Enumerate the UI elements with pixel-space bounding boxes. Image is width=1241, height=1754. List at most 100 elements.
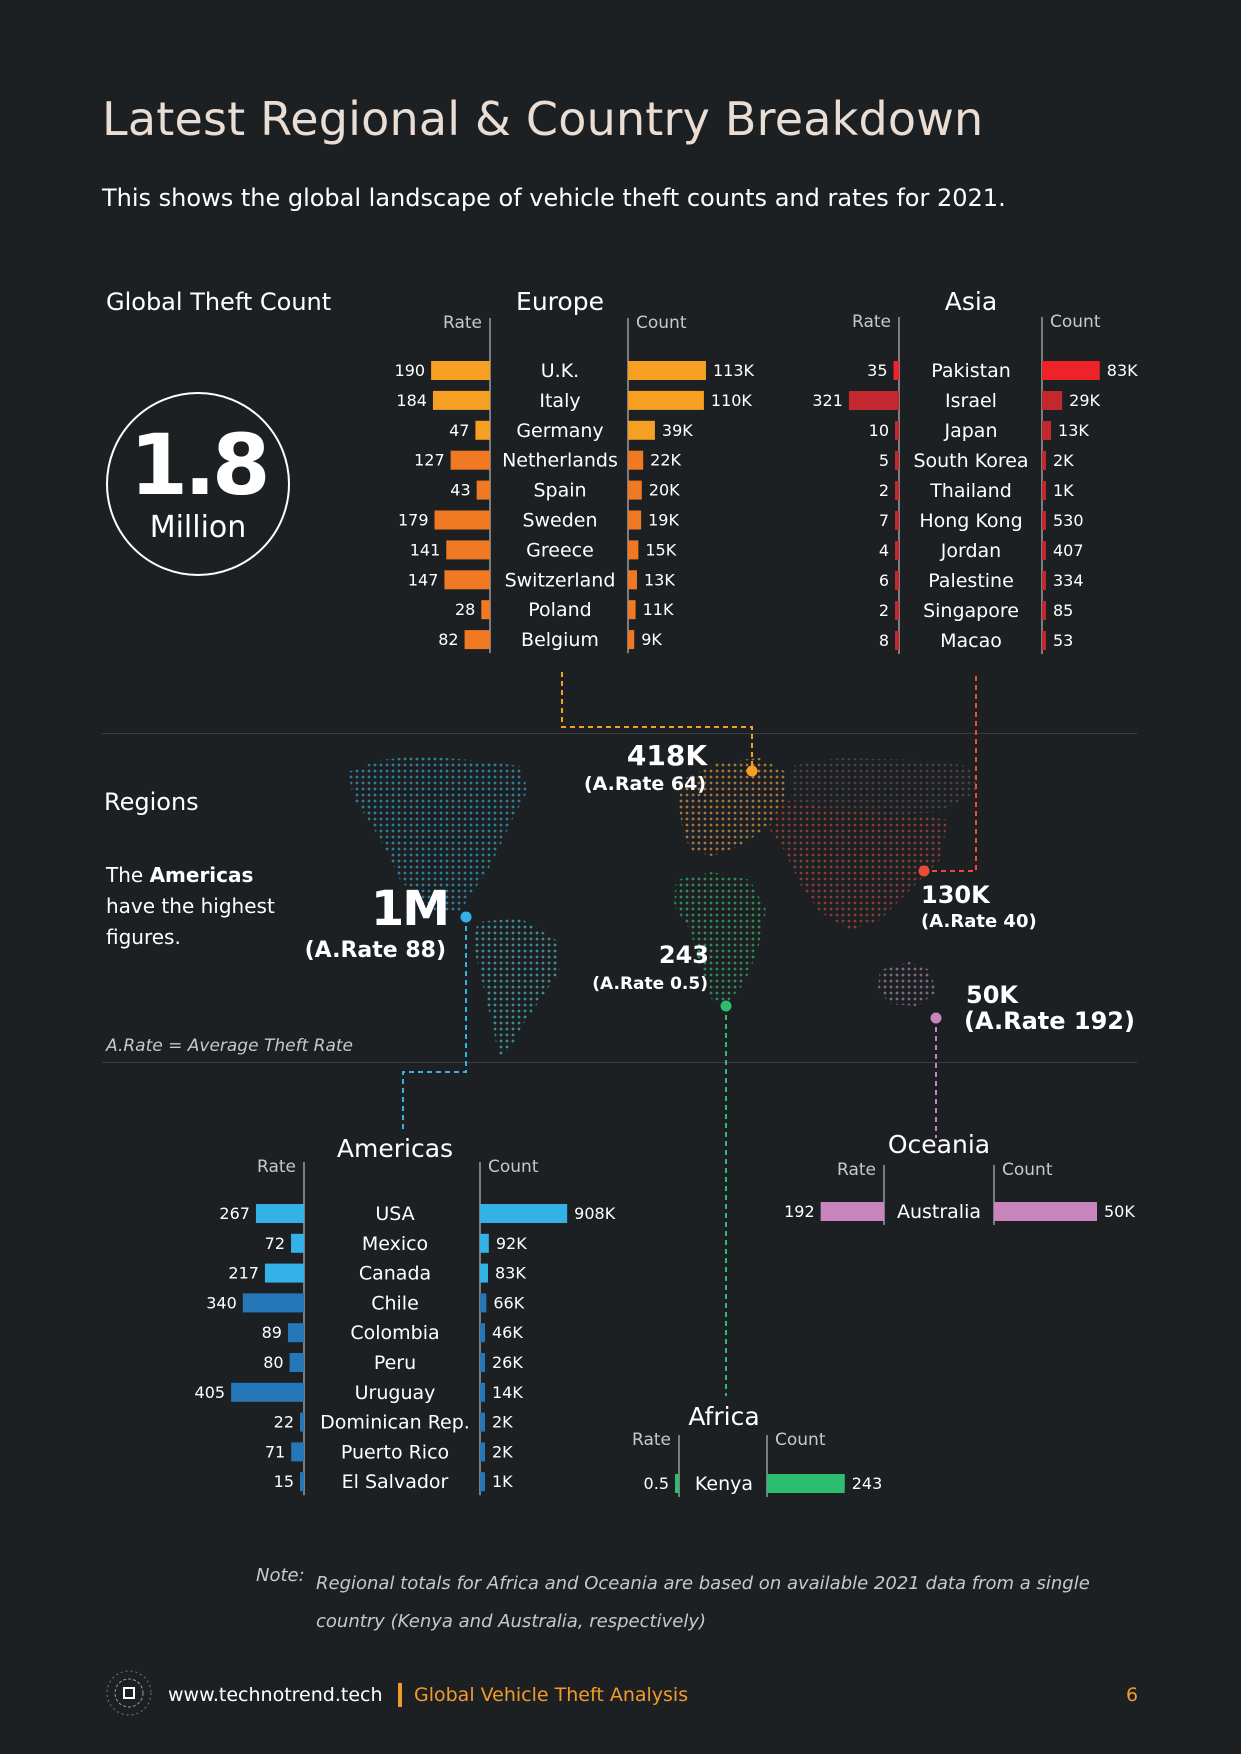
rate-bar	[895, 631, 899, 650]
chart-oceania: Oceania Rate Count Australia 192 50K	[784, 1130, 1135, 1225]
count-bar	[628, 450, 644, 470]
map-russia	[790, 758, 980, 816]
rate-value: 141	[410, 540, 441, 559]
country-label: Palestine	[928, 570, 1014, 592]
count-bar	[628, 570, 637, 590]
callout-oceania-count: 50K	[966, 981, 1019, 1009]
connector-oceania-dot	[930, 1012, 942, 1024]
country-label: Germany	[516, 420, 603, 442]
rate-value: 80	[263, 1353, 283, 1372]
connector-africa-dot	[720, 1000, 732, 1012]
connector-europe-dot	[746, 765, 758, 777]
rate-bar	[446, 540, 490, 560]
rate-header: Rate	[852, 312, 891, 332]
footer-page-number: 6	[1126, 1684, 1139, 1706]
count-bar	[1042, 421, 1052, 440]
regions-text: The Americas have the highest figures.	[106, 860, 286, 953]
rate-bar	[675, 1474, 679, 1493]
chart-title: Asia	[945, 287, 997, 316]
country-label: Greece	[526, 539, 594, 561]
regions-title: Regions	[104, 788, 199, 816]
country-label: Macao	[940, 630, 1002, 652]
rate-bar	[431, 361, 490, 380]
country-label: Italy	[539, 390, 580, 412]
rate-header: Rate	[632, 1430, 671, 1450]
rate-bar	[848, 391, 899, 410]
map-south-america	[472, 918, 560, 1056]
rate-value: 6	[879, 571, 889, 590]
count-bar	[480, 1442, 485, 1462]
rate-bar	[231, 1382, 304, 1402]
country-label: Belgium	[521, 629, 599, 651]
map-callouts: 418K (A.Rate 64) 130K (A.Rate 40) 1M (A.…	[305, 739, 1135, 1035]
rate-value: 321	[812, 391, 843, 410]
country-label: Uruguay	[355, 1382, 436, 1404]
callout-europe-rate: (A.Rate 64)	[584, 773, 706, 795]
count-value: 26K	[492, 1353, 523, 1372]
count-bar	[628, 510, 642, 530]
map-north-america	[348, 756, 528, 914]
rate-value: 2	[879, 481, 889, 500]
rate-value: 71	[265, 1442, 285, 1461]
count-value: 908K	[574, 1204, 616, 1223]
rate-value: 8	[879, 631, 889, 650]
count-value: 50K	[1104, 1202, 1135, 1221]
rate-value: 267	[219, 1204, 250, 1223]
rate-value: 405	[195, 1383, 226, 1402]
count-bar	[767, 1474, 845, 1493]
country-label: Peru	[374, 1352, 416, 1374]
count-bar	[480, 1263, 488, 1283]
count-header: Count	[636, 313, 687, 333]
count-value: 2K	[1053, 451, 1074, 470]
rate-bar	[475, 420, 490, 440]
connector-asia	[924, 676, 977, 872]
rate-bar	[895, 451, 899, 470]
count-header: Count	[488, 1157, 539, 1177]
count-value: 19K	[648, 511, 679, 530]
rate-bar	[255, 1204, 304, 1223]
callout-europe-count: 418K	[627, 739, 708, 772]
rate-value: 2	[879, 601, 889, 620]
count-value: 39K	[662, 421, 693, 440]
country-label: Colombia	[350, 1322, 439, 1344]
count-value: 85	[1053, 601, 1073, 620]
country-label: El Salvador	[342, 1471, 449, 1493]
country-label: South Korea	[913, 450, 1028, 472]
country-label: Mexico	[362, 1233, 428, 1255]
count-value: 334	[1053, 571, 1084, 590]
count-bar	[1042, 541, 1046, 560]
world-map	[348, 756, 980, 1056]
map-europe	[678, 758, 786, 856]
chart-title: Americas	[337, 1134, 453, 1163]
chart-africa: Africa Rate Count Kenya 0.5 243	[632, 1402, 882, 1497]
rate-bar	[300, 1472, 304, 1492]
count-value: 15K	[645, 540, 676, 559]
count-bar	[1042, 571, 1046, 590]
footer-url-link[interactable]: www.technotrend.tech	[168, 1684, 383, 1706]
count-value: 407	[1053, 541, 1084, 560]
count-value: 83K	[1107, 361, 1138, 380]
country-label: Thailand	[929, 480, 1012, 502]
rate-bar	[476, 480, 490, 500]
rate-bar	[895, 601, 899, 620]
global-theft-unit: Million	[149, 510, 247, 545]
country-label: Poland	[528, 599, 591, 621]
count-value: 53	[1053, 631, 1073, 650]
map-oceania	[878, 962, 936, 1006]
count-value: 13K	[644, 570, 675, 589]
rate-bar	[291, 1233, 304, 1253]
count-value: 9K	[641, 630, 662, 649]
count-value: 66K	[493, 1293, 524, 1312]
count-value: 1K	[1053, 481, 1074, 500]
count-bar	[1042, 361, 1100, 380]
count-bar	[480, 1472, 485, 1492]
count-value: 46K	[492, 1323, 523, 1342]
country-label: Chile	[371, 1292, 419, 1314]
rate-value: 192	[784, 1202, 815, 1221]
count-value: 243	[852, 1474, 883, 1493]
count-value: 20K	[649, 481, 680, 500]
technotrend-logo-icon	[106, 1670, 152, 1716]
page-subtitle: This shows the global landscape of vehic…	[102, 184, 1006, 212]
chart-europe: Europe Rate Count U.K. 190 113K Italy 184 110K Ge…	[395, 287, 755, 654]
